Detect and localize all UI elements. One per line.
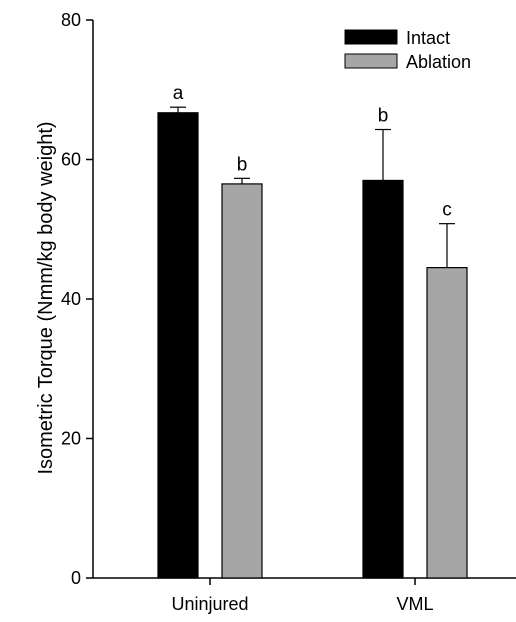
legend-swatch-intact	[344, 29, 398, 45]
y-tick-label: 60	[61, 150, 81, 170]
legend-swatch-ablation	[344, 53, 398, 69]
legend: Intact Ablation	[344, 28, 471, 72]
legend-label-ablation: Ablation	[406, 52, 471, 72]
bar-intact-uninjured	[157, 112, 199, 579]
x-tick-label: VML	[396, 594, 433, 614]
y-axis-label: Isometric Torque (Nmm/kg body weight)	[35, 121, 57, 474]
y-tick-label: 40	[61, 289, 81, 309]
legend-label-intact: Intact	[406, 28, 450, 48]
y-tick-label: 20	[61, 429, 81, 449]
bar-intact-vml	[362, 179, 404, 579]
significance-label: b	[378, 106, 389, 127]
y-tick-label: 80	[61, 10, 81, 30]
bar-ablation-uninjured	[221, 183, 263, 579]
significance-label: b	[237, 154, 248, 175]
x-tick-label: Uninjured	[171, 594, 248, 614]
bars-group: a b b c	[157, 83, 468, 579]
bar-ablation-vml	[426, 267, 468, 579]
significance-label: c	[442, 200, 452, 221]
y-tick-label: 0	[71, 568, 81, 588]
significance-label: a	[173, 83, 184, 104]
